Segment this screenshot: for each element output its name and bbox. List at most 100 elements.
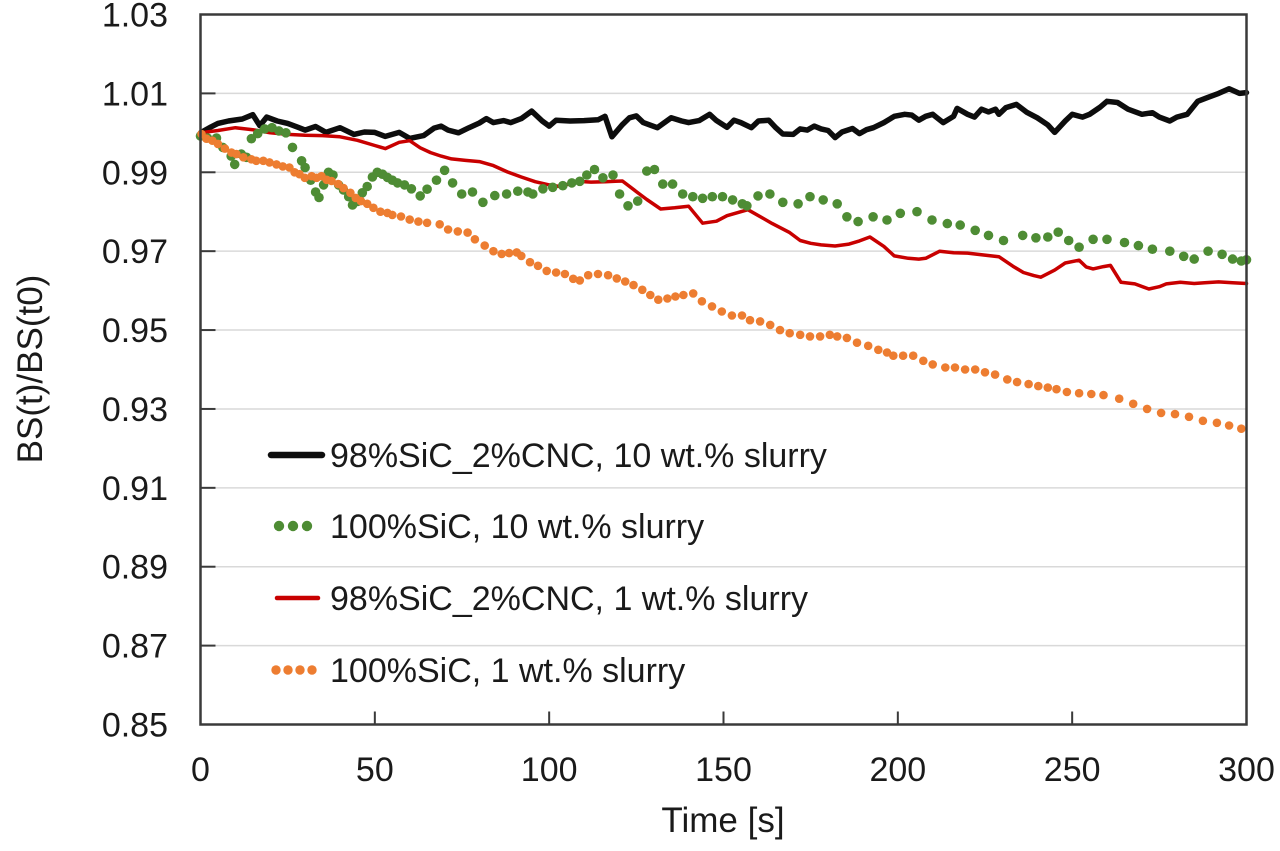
- series-dot: [528, 189, 538, 199]
- series-dot: [439, 165, 450, 176]
- series-dot: [654, 295, 663, 305]
- series-dot: [753, 191, 763, 201]
- series-dot: [525, 257, 535, 267]
- series-dot: [679, 290, 688, 300]
- series-dot: [942, 218, 953, 229]
- series-dot: [213, 139, 223, 149]
- series-dot: [259, 124, 270, 134]
- series-dot: [1165, 246, 1175, 256]
- series-dot: [480, 241, 490, 250]
- series-dot: [755, 317, 765, 326]
- series-dot: [697, 297, 707, 306]
- series-dot: [1237, 424, 1246, 434]
- series-dot: [1203, 246, 1213, 256]
- plot-border: [199, 13, 1248, 726]
- series-dot: [1043, 232, 1053, 242]
- y-tick-label: 0.89: [102, 549, 168, 587]
- series-dot: [727, 311, 737, 320]
- series-dot: [346, 188, 355, 198]
- series-dot: [396, 212, 406, 221]
- series-dot: [745, 315, 755, 325]
- series-dot: [778, 197, 788, 208]
- series-dot: [567, 178, 577, 188]
- series-dot: [501, 189, 512, 199]
- series-dot: [1074, 242, 1084, 252]
- series-dot: [593, 269, 603, 279]
- axis-ticks: [199, 13, 1248, 726]
- series-dot: [406, 184, 417, 194]
- x-tick-label: 200: [869, 751, 926, 789]
- legend-label: 98%SiC_2%CNC, 1 wt.% slurry: [330, 580, 808, 618]
- series-dot: [717, 307, 727, 316]
- series-dot: [1031, 233, 1041, 243]
- y-tick-label: 0.99: [102, 154, 168, 192]
- series-dot: [376, 207, 385, 216]
- series-dot: [707, 302, 717, 311]
- series-dot: [568, 274, 578, 284]
- legend-swatch-dot: [271, 665, 281, 675]
- series-dot: [265, 158, 274, 167]
- series-dot: [697, 193, 708, 204]
- series-dot: [707, 191, 718, 202]
- series-dot: [542, 266, 551, 276]
- series-dot: [1034, 381, 1043, 391]
- series-dot: [1212, 418, 1222, 428]
- series-dot: [623, 201, 633, 211]
- y-tick-label: 1.03: [102, 0, 168, 35]
- series-dot: [431, 175, 442, 185]
- series-dot: [551, 268, 561, 277]
- x-tick-label: 300: [1218, 751, 1275, 789]
- series-dot: [362, 181, 373, 192]
- series-dot: [832, 332, 842, 341]
- series-dot: [575, 176, 585, 187]
- series-dot: [589, 164, 600, 175]
- series-dot: [229, 159, 240, 170]
- series-dot: [912, 206, 922, 217]
- series-dot: [362, 199, 372, 209]
- series-dot: [575, 276, 585, 285]
- series-dot: [667, 179, 678, 189]
- series-dot: [560, 269, 570, 279]
- series-dot: [435, 220, 445, 229]
- series-dot: [983, 230, 994, 241]
- series-dot: [642, 166, 652, 176]
- series-dot: [314, 192, 324, 203]
- series-dot: [463, 228, 472, 237]
- series-dot: [842, 333, 852, 343]
- series-layer: [195, 85, 1252, 434]
- series-dot: [1170, 409, 1180, 419]
- series-dot: [1119, 237, 1130, 248]
- series-dot: [919, 356, 928, 366]
- series-dot: [281, 128, 291, 138]
- series-dot: [928, 360, 937, 369]
- gridlines: [200, 92, 1247, 647]
- x-axis-title: Time [s]: [661, 801, 784, 840]
- series-dot: [1063, 235, 1074, 246]
- series-dot: [287, 142, 298, 153]
- x-tick-label: 100: [521, 751, 578, 789]
- series-dot: [388, 210, 397, 220]
- series-dot: [950, 363, 960, 372]
- x-tick-label: 50: [356, 751, 394, 789]
- series-dot: [1114, 394, 1124, 404]
- series-dot: [805, 332, 815, 341]
- series-dot: [717, 191, 728, 202]
- series-dot: [825, 330, 835, 340]
- series-dot: [583, 270, 593, 280]
- series-dot: [517, 251, 526, 261]
- series-dot: [497, 249, 507, 259]
- x-tick-label: 0: [191, 751, 210, 789]
- series-dot: [614, 189, 625, 199]
- legend-swatch-dot: [295, 665, 305, 675]
- series-dot: [970, 365, 980, 374]
- series-dot: [620, 277, 630, 286]
- series-dot: [960, 365, 970, 374]
- series-dot: [895, 208, 906, 219]
- series-dot: [775, 325, 785, 335]
- y-tick-label: 0.93: [102, 391, 168, 429]
- legend: 98%SiC_2%CNC, 10 wt.% slurry 100%SiC, 10 …: [267, 437, 827, 690]
- y-axis-title: BS(t)/BS(t0): [11, 275, 50, 464]
- series-dot: [688, 289, 698, 298]
- y-tick-label: 0.91: [102, 470, 168, 508]
